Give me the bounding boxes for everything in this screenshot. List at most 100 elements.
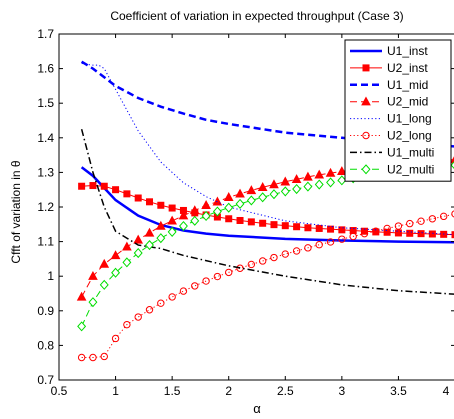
data-point-u2-long <box>372 227 380 235</box>
data-point-u2-long <box>157 299 165 307</box>
data-point-u2-inst <box>259 219 267 227</box>
y-tick-label: 1 <box>47 269 54 283</box>
data-point-u2-mid <box>133 234 144 244</box>
data-point-u2-multi <box>235 198 245 209</box>
data-point-u2-mid <box>223 192 234 202</box>
data-point-u2-multi <box>258 192 268 203</box>
data-point-u2-multi <box>178 220 188 232</box>
data-point-u2-inst <box>134 194 142 202</box>
x-tick-label: 3.5 <box>390 384 407 398</box>
data-point-u2-multi <box>190 215 200 226</box>
data-point-u2-long <box>439 212 448 221</box>
data-point-u2-inst <box>394 229 402 237</box>
data-point-u2-multi <box>201 210 211 222</box>
data-point-u2-mid <box>314 169 325 179</box>
data-point-u2-inst <box>236 216 244 224</box>
legend-box <box>344 39 452 182</box>
data-point-u2-inst <box>327 225 335 233</box>
data-point-u2-mid <box>155 220 166 230</box>
data-point-u2-inst <box>157 201 165 209</box>
data-point-u2-multi <box>292 183 302 195</box>
y-tick-label: 1.4 <box>37 131 54 145</box>
y-tick-label: 0.7 <box>37 373 54 387</box>
data-point-u2-mid <box>257 182 268 191</box>
data-point-u2-mid <box>291 174 302 184</box>
data-point-u2-long <box>89 353 97 362</box>
x-axis-label: α <box>253 401 261 416</box>
data-point-u2-long <box>326 238 335 246</box>
data-point-u2-inst <box>123 190 131 198</box>
data-point-u2-mid <box>201 200 211 209</box>
data-point-u2-long <box>360 229 369 238</box>
legend-label: U1_mid <box>387 78 428 92</box>
series-line-u1-mid <box>80 60 454 148</box>
data-point-u2-multi <box>280 186 290 197</box>
legend-label: U2_inst <box>387 61 428 75</box>
data-point-u2-inst <box>417 230 425 238</box>
data-point-u2-multi <box>246 195 256 206</box>
data-point-u2-multi <box>326 177 336 188</box>
data-point-u2-mid <box>122 241 132 251</box>
data-point-u2-long <box>191 282 199 290</box>
data-point-u2-long <box>417 217 425 225</box>
data-point-u2-long <box>304 244 312 252</box>
data-point-u2-multi <box>77 321 87 332</box>
y-tick-label: 1.6 <box>37 62 54 76</box>
legend-marker <box>361 164 371 175</box>
legend-label: U2_mid <box>387 95 428 109</box>
legend-label: U2_multi <box>387 162 434 176</box>
y-tick-label: 1.3 <box>37 165 54 179</box>
data-point-u2-long <box>134 313 142 321</box>
data-point-u2-inst <box>225 215 233 223</box>
data-point-u2-multi <box>99 279 109 290</box>
data-point-u2-multi <box>167 226 177 237</box>
data-point-u2-multi <box>122 257 132 268</box>
data-point-u2-long <box>338 235 346 243</box>
data-point-u2-multi <box>145 240 154 251</box>
data-point-u2-long <box>349 232 357 241</box>
series-line-u2-mid <box>81 159 454 298</box>
data-point-u2-inst <box>247 218 255 226</box>
data-point-u2-multi <box>337 175 347 186</box>
data-point-u2-inst <box>293 223 301 231</box>
data-point-u2-multi <box>88 297 98 308</box>
data-point-u2-inst <box>304 224 312 232</box>
data-point-u2-inst <box>100 182 108 190</box>
y-tick-label: 1.7 <box>37 27 54 41</box>
data-point-u2-long <box>428 215 437 223</box>
data-point-u2-mid <box>235 188 245 198</box>
y-axis-label: Cfft of variation in θ <box>9 160 23 263</box>
data-point-u2-inst <box>89 182 97 190</box>
data-point-u2-inst <box>146 198 154 206</box>
legend-label: U1_multi <box>387 145 434 159</box>
data-point-u2-long <box>145 306 154 314</box>
legend: U1_inst U2_inst U1_mid U2_mid U1_long U2_long… <box>344 39 452 182</box>
x-tick-label: 3 <box>339 384 346 398</box>
data-point-u2-multi <box>111 267 121 278</box>
data-point-u2-long <box>292 247 301 255</box>
data-point-u2-long <box>394 222 403 230</box>
legend-marker <box>362 64 370 72</box>
data-point-u2-mid <box>76 291 87 301</box>
series-line-u1-multi <box>80 128 454 295</box>
data-point-u2-long <box>225 268 233 277</box>
legend-marker <box>362 131 370 140</box>
legend-label: U1_long <box>387 112 432 126</box>
legend-label: U2_long <box>387 129 432 143</box>
data-point-u2-mid <box>189 205 200 215</box>
data-point-u2-mid <box>280 176 291 186</box>
data-point-u2-mid <box>178 210 189 220</box>
data-point-u2-long <box>168 293 176 301</box>
data-point-u2-long <box>406 219 414 228</box>
data-point-u2-long <box>281 250 289 258</box>
data-point-u2-mid <box>167 215 177 225</box>
data-point-u2-inst <box>383 228 391 236</box>
data-point-u2-mid <box>110 250 121 260</box>
data-point-u2-inst <box>428 230 436 238</box>
chart-title: Coefficient of variation in expected thr… <box>110 9 403 23</box>
data-point-u2-inst <box>281 222 289 230</box>
data-point-u2-mid <box>303 171 313 181</box>
data-point-u2-long <box>111 334 120 343</box>
y-tick-label: 1.5 <box>37 96 54 110</box>
